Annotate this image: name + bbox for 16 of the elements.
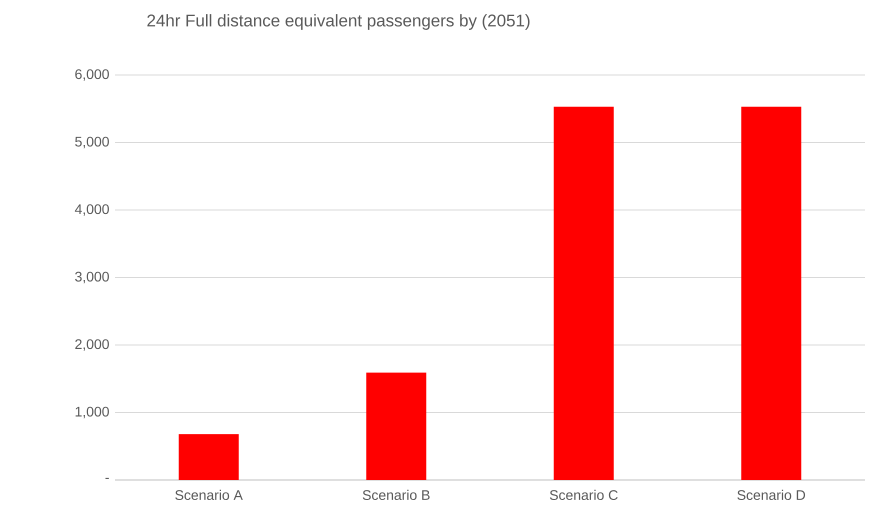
bar — [178, 434, 239, 480]
chart-title: 24hr Full distance equivalent passengers by (2051) — [147, 14, 530, 30]
x-tick-label: Scenario A — [175, 490, 243, 500]
x-tick-label: Scenario D — [737, 490, 806, 500]
y-tick-label: 1,000 — [76, 406, 109, 418]
x-tick-label: Scenario B — [362, 490, 430, 500]
y-tick-label: 4,000 — [74, 204, 109, 216]
y-tick-label: 5,000 — [75, 136, 109, 148]
y-tick-label: - — [105, 478, 109, 479]
bar — [366, 372, 426, 480]
x-tick-label: Scenario C — [550, 490, 618, 500]
bar — [741, 106, 802, 480]
bar — [554, 106, 614, 480]
y-tick-label: 2,000 — [75, 339, 109, 351]
y-tick-label: 3,000 — [75, 272, 109, 284]
y-tick-label: 6,000 — [75, 69, 109, 81]
